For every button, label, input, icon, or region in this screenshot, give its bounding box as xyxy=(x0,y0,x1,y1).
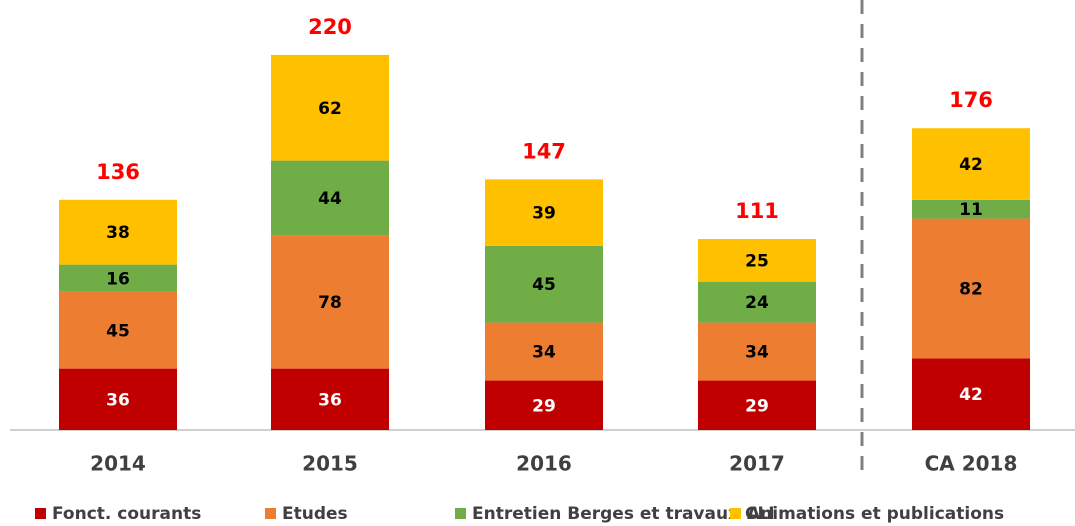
x-tick-label: 2017 xyxy=(729,452,785,476)
legend-label: Etudes xyxy=(282,504,348,524)
data-label: 42 xyxy=(959,385,983,405)
total-label: 176 xyxy=(949,88,993,112)
data-label: 24 xyxy=(745,293,769,313)
legend-swatch xyxy=(35,508,46,519)
data-label: 29 xyxy=(745,396,769,416)
data-label: 25 xyxy=(745,251,769,271)
data-label: 42 xyxy=(959,155,983,175)
x-tick-label: 2016 xyxy=(516,452,572,476)
x-tick-label: 2015 xyxy=(302,452,358,476)
data-label: 82 xyxy=(959,279,983,299)
data-label: 16 xyxy=(106,269,130,289)
data-label: 34 xyxy=(532,343,556,363)
bar-segment xyxy=(698,322,816,381)
bar-segment xyxy=(59,199,177,265)
data-label: 62 xyxy=(318,99,342,119)
bar-segment xyxy=(912,358,1030,430)
total-label: 136 xyxy=(96,160,140,184)
x-tick-label: CA 2018 xyxy=(925,452,1018,476)
bar-segment xyxy=(912,199,1030,219)
bar-segment xyxy=(271,368,389,430)
data-label: 29 xyxy=(532,396,556,416)
data-label: 78 xyxy=(318,293,342,313)
bar-segment xyxy=(912,218,1030,359)
bar-segment xyxy=(485,322,603,381)
bar-segment xyxy=(59,264,177,292)
legend-label: Fonct. courants xyxy=(52,504,201,524)
total-label: 111 xyxy=(735,199,779,223)
total-label: 147 xyxy=(522,139,566,163)
bar-segment xyxy=(59,368,177,430)
bar-segment xyxy=(912,128,1030,200)
data-label: 45 xyxy=(106,321,130,341)
legend-swatch xyxy=(730,508,741,519)
data-label: 45 xyxy=(532,275,556,295)
legend-swatch xyxy=(265,508,276,519)
bar-segment xyxy=(485,380,603,430)
bar-segment xyxy=(271,160,389,236)
bar-segment xyxy=(271,235,389,369)
bar-segment xyxy=(698,281,816,323)
bar-segment xyxy=(698,239,816,282)
data-label: 38 xyxy=(106,223,130,243)
legend-label: Entretien Berges et travaux CLI xyxy=(472,504,775,524)
legend-swatch xyxy=(455,508,466,519)
data-label: 39 xyxy=(532,204,556,224)
bar-segment xyxy=(485,179,603,246)
data-label: 34 xyxy=(745,343,769,363)
total-label: 220 xyxy=(308,15,352,39)
data-label: 36 xyxy=(106,390,130,410)
bar-segment xyxy=(59,291,177,369)
data-label: 44 xyxy=(318,189,342,209)
data-label: 11 xyxy=(959,200,983,220)
data-label: 36 xyxy=(318,390,342,410)
x-tick-label: 2014 xyxy=(90,452,146,476)
legend-label: Animations et publications xyxy=(747,504,1004,524)
bar-segment xyxy=(485,245,603,323)
bar-segment xyxy=(698,380,816,430)
bar-segment xyxy=(271,54,389,161)
